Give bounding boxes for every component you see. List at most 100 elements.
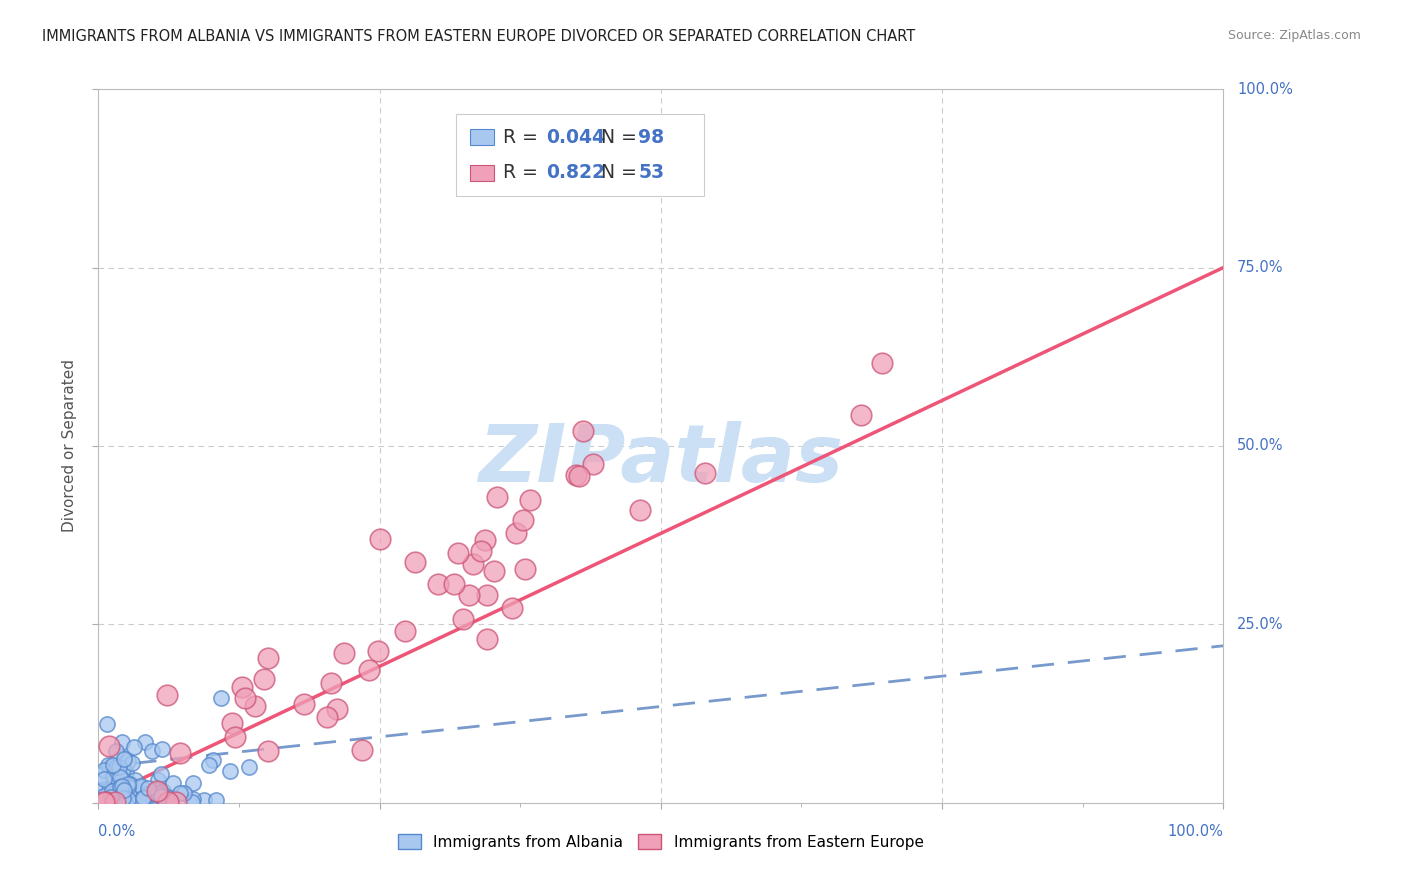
FancyBboxPatch shape [456,114,703,196]
Point [160,795,183,809]
Point [368,532,391,546]
Point [97,790,120,805]
Point [205,793,228,807]
Point [394,624,416,638]
Point [93,763,115,777]
Point [121,756,143,770]
Point [141,744,163,758]
Point [117,792,139,806]
Point [224,730,246,744]
Point [150,742,173,756]
Point [695,466,717,480]
Point [108,794,131,808]
Point [101,784,124,798]
Point [117,754,139,768]
Point [146,788,169,802]
Point [134,735,156,749]
Point [124,772,146,787]
Point [209,690,232,705]
Point [114,795,136,809]
Point [256,651,278,665]
Point [628,503,651,517]
Point [127,795,149,809]
Point [152,784,174,798]
Text: 98: 98 [638,128,665,146]
Point [131,790,153,805]
Point [482,564,505,578]
Point [156,795,179,809]
Point [512,513,534,527]
Point [112,783,135,797]
Text: 0.0%: 0.0% [98,824,135,839]
Point [114,789,136,803]
Point [367,643,389,657]
Point [447,546,470,560]
Point [100,790,122,805]
Point [477,589,499,603]
Text: IMMIGRANTS FROM ALBANIA VS IMMIGRANTS FROM EASTERN EUROPE DIVORCED OR SEPARATED : IMMIGRANTS FROM ALBANIA VS IMMIGRANTS FR… [42,29,915,45]
Point [108,760,131,774]
Point [156,688,179,702]
Point [110,794,132,808]
Point [201,753,224,767]
Point [404,556,426,570]
Text: 53: 53 [638,163,665,182]
Point [101,789,124,803]
Text: 0.044: 0.044 [546,128,605,146]
Point [93,789,115,803]
Point [582,458,605,472]
Point [159,791,181,805]
Point [849,409,872,423]
Text: 100.0%: 100.0% [1237,82,1294,96]
Point [357,663,380,677]
Point [97,758,120,772]
Point [238,760,260,774]
Point [146,784,169,798]
Point [233,691,256,706]
Point [136,780,159,795]
Point [443,577,465,591]
Point [181,792,204,806]
Point [136,787,159,801]
Point [111,795,134,809]
Text: N =: N = [589,128,643,146]
Point [89,793,111,807]
Point [197,758,219,772]
Point [108,770,131,784]
Point [129,779,152,793]
Point [103,786,125,800]
Point [90,795,112,809]
Point [193,793,215,807]
Point [131,780,153,794]
Text: R =: R = [503,128,544,146]
Point [572,425,595,439]
Point [470,544,492,558]
Point [221,716,243,731]
Point [111,793,134,807]
Point [501,601,523,615]
Point [112,752,135,766]
Text: 50.0%: 50.0% [1237,439,1284,453]
Point [475,632,498,647]
Text: 0.822: 0.822 [546,163,605,182]
Point [110,792,132,806]
Point [118,784,141,798]
Point [101,779,124,793]
Point [146,786,169,800]
Point [104,794,127,808]
Point [89,784,111,798]
Point [104,795,127,809]
Point [519,493,541,508]
Point [96,716,118,731]
Point [101,757,124,772]
Point [105,782,128,797]
Point [100,792,122,806]
Point [104,760,127,774]
Point [150,789,173,803]
Y-axis label: Divorced or Separated: Divorced or Separated [62,359,77,533]
Text: 100.0%: 100.0% [1167,824,1223,839]
Legend: Immigrants from Albania, Immigrants from Eastern Europe: Immigrants from Albania, Immigrants from… [392,828,929,855]
Point [315,710,337,724]
Point [451,612,474,626]
Point [111,772,134,787]
